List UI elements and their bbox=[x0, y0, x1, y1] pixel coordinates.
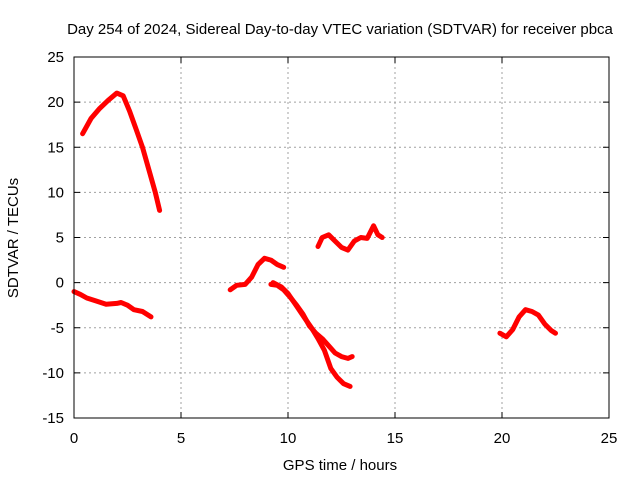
x-tick-label: 25 bbox=[601, 430, 618, 447]
x-tick-label: 0 bbox=[70, 430, 78, 447]
chart-title: Day 254 of 2024, Sidereal Day-to-day VTE… bbox=[67, 21, 613, 38]
series-arc2 bbox=[71, 289, 154, 320]
grid bbox=[74, 57, 609, 418]
series-layer bbox=[71, 90, 558, 389]
series-arc7 bbox=[497, 307, 558, 340]
ticks bbox=[73, 56, 610, 419]
y-tick-label: 20 bbox=[47, 94, 64, 111]
y-tick-label: -5 bbox=[51, 320, 64, 337]
y-tick-label: -15 bbox=[42, 410, 64, 427]
x-tick-label: 5 bbox=[177, 430, 185, 447]
series-arc1 bbox=[80, 90, 163, 213]
series-arc3 bbox=[227, 255, 287, 293]
x-axis-title: GPS time / hours bbox=[283, 457, 397, 474]
y-axis-title: SDTVAR / TECUs bbox=[5, 178, 22, 298]
series-arc6 bbox=[315, 223, 385, 253]
series-arc5 bbox=[270, 280, 353, 389]
y-tick-label: 10 bbox=[47, 184, 64, 201]
tick-labels: 0 5 10 15 20 25 -15 -10 -5 0 5 10 15 20 25 bbox=[42, 49, 617, 447]
x-tick-label: 10 bbox=[280, 430, 297, 447]
y-tick-label: 5 bbox=[56, 230, 64, 247]
series-arc4 bbox=[268, 281, 355, 361]
y-tick-label: 15 bbox=[47, 139, 64, 156]
y-tick-label: 0 bbox=[56, 275, 64, 292]
y-tick-label: 25 bbox=[47, 49, 64, 66]
x-tick-label: 15 bbox=[387, 430, 404, 447]
y-tick-label: -10 bbox=[42, 365, 64, 382]
x-tick-label: 20 bbox=[494, 430, 511, 447]
